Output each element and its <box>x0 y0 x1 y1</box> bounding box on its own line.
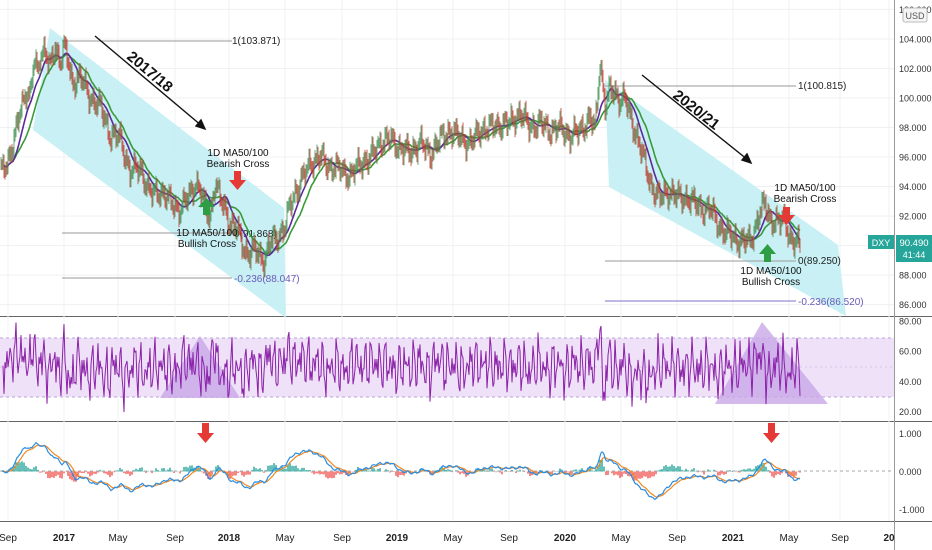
fib-label: 0(91.868) <box>234 229 277 240</box>
time-tick-label: 20 <box>883 533 895 544</box>
last-price-label: 90.490 <box>899 238 928 249</box>
rsi-line <box>2 322 801 413</box>
bullish-cross-arrow <box>759 244 776 262</box>
price-tick-label: 86.000 <box>899 300 927 310</box>
price-tick-label: 104.000 <box>899 34 932 44</box>
macd-tick-label: -1.000 <box>899 505 925 515</box>
bearish-cross-arrow <box>778 207 795 225</box>
time-tick-label: 2020 <box>554 533 577 544</box>
annotation-bullish-2021-line1: 1D MA50/100 <box>740 266 802 277</box>
trend-arrow-2020 <box>641 74 753 165</box>
macd-signal-line <box>1 444 801 498</box>
rsi-tick-label: 40.00 <box>899 377 922 387</box>
channel-2017-18 <box>33 28 286 318</box>
price-tick-label: 102.000 <box>899 64 932 74</box>
time-tick-label: May <box>612 533 631 544</box>
time-tick-label: Sep <box>166 533 184 544</box>
price-tick-label: 88.000 <box>899 271 927 281</box>
rsi-tick-label: 20.00 <box>899 407 922 417</box>
time-tick-label: 2019 <box>386 533 409 544</box>
macd-down-arrow <box>763 423 780 443</box>
time-tick-label: 2021 <box>722 533 745 544</box>
symbol-tag <box>868 235 894 249</box>
price-tick-label: 92.000 <box>899 212 927 222</box>
currency-button[interactable] <box>902 7 928 23</box>
time-tick-label: May <box>276 533 295 544</box>
currency-label: USD <box>905 11 925 21</box>
annotation-bearish-2017-line2: Bearish Cross <box>207 159 270 170</box>
macd-axis: 1.000 0.000 -1.000 <box>899 429 925 515</box>
trend-arrow-2017 <box>94 35 207 131</box>
fib-label: 0(89.250) <box>798 256 841 267</box>
time-tick-label: Sep <box>333 533 351 544</box>
annotation-bearish-2021-line1: 1D MA50/100 <box>774 183 836 194</box>
price-tick-label: 98.000 <box>899 123 927 133</box>
annotation-bullish-2017-line2: Bullish Cross <box>178 239 236 250</box>
rsi-tick-label: 80.00 <box>899 317 922 327</box>
fib-label: -0.236(86.520) <box>798 297 864 308</box>
time-tick-label: May <box>444 533 463 544</box>
channel-2020-21 <box>605 80 846 316</box>
time-axis[interactable]: Sep 2017 May Sep 2018 May Sep 2019 May Sep 2020 May… <box>0 533 895 544</box>
macd-tick-label: 0.000 <box>899 467 922 477</box>
symbol-label: DXY <box>872 238 891 248</box>
time-tick-label: 2018 <box>218 533 241 544</box>
annotation-bullish-2021-line2: Bullish Cross <box>742 277 800 288</box>
time-tick-label: May <box>780 533 799 544</box>
price-tick-label: 100.000 <box>899 93 932 103</box>
macd-line <box>1 441 801 501</box>
rsi-axis: 80.00 60.00 40.00 20.00 <box>899 317 922 417</box>
rsi-tick-label: 60.00 <box>899 347 922 357</box>
fib-label: 1(100.815) <box>798 81 846 92</box>
time-tick-label: May <box>109 533 128 544</box>
annotation-bullish-2017-line1: 1D MA50/100 <box>176 228 238 239</box>
last-price-tag <box>896 235 932 262</box>
time-tick-label: Sep <box>831 533 849 544</box>
time-tick-label: 2017 <box>53 533 76 544</box>
countdown-label: 41:44 <box>903 250 926 260</box>
annotation-bearish-2021-line2: Bearish Cross <box>774 194 837 205</box>
time-tick-label: Sep <box>0 533 17 544</box>
price-tick-label: 94.000 <box>899 182 927 192</box>
price-tick-label: 96.000 <box>899 153 927 163</box>
bearish-cross-arrow <box>229 171 246 190</box>
fib-label: 1(103.871) <box>232 36 280 47</box>
time-tick-label: Sep <box>500 533 518 544</box>
macd-down-arrow <box>197 423 214 443</box>
macd-tick-label: 1.000 <box>899 429 922 439</box>
time-tick-label: Sep <box>668 533 686 544</box>
fib-label: -0.236(88.047) <box>234 274 300 285</box>
annotation-bearish-2017-line1: 1D MA50/100 <box>207 148 269 159</box>
fib-lines <box>62 40 796 302</box>
bullish-cross-arrow <box>198 198 215 215</box>
